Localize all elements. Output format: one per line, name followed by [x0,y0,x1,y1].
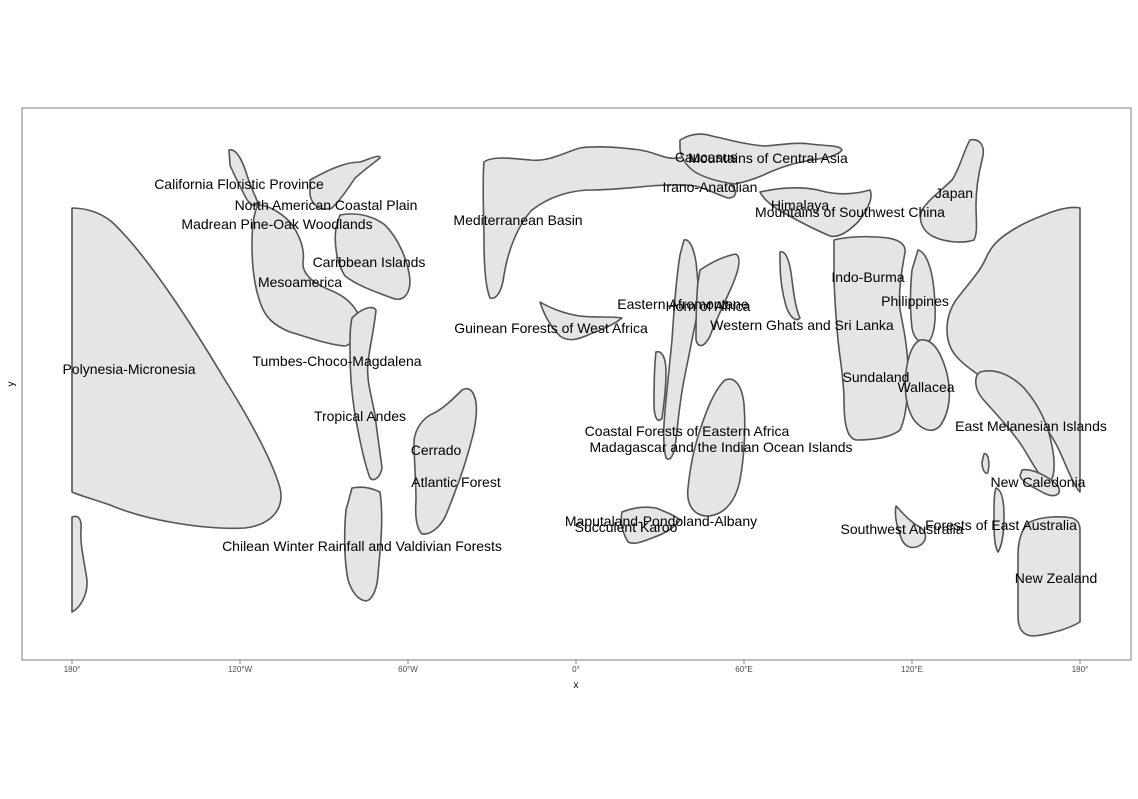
x-tick-label: 120°W [228,665,253,674]
label-indo-burma: Indo-Burma [831,269,904,285]
region-indo-sundaland [833,235,909,441]
label-atlantic-forest: Atlantic Forest [411,474,501,490]
region-pacific-east [946,206,1081,493]
y-axis-title: y [6,382,17,387]
label-guinean: Guinean Forests of West Africa [454,320,648,336]
region-new-zealand [1017,516,1081,637]
region-new-caledonia-small [981,452,990,475]
label-new-caledonia: New Caledonia [991,474,1086,490]
region-himalaya-swchina [759,187,872,238]
x-tick-label: 0° [572,665,580,674]
label-polynesia-micronesia: Polynesia-Micronesia [62,361,195,377]
label-cerrado: Cerrado [411,442,462,458]
x-tick-label: 60°E [735,665,752,674]
region-coastal-east-africa [653,350,667,422]
x-axis-title: x [574,680,579,691]
region-polynesia-micronesia [71,207,282,530]
label-coastal-east-africa: Coastal Forests of Eastern Africa [585,423,790,439]
label-southwest-australia: Southwest Australia [841,521,964,537]
region-madagascar [686,378,746,517]
label-east-melanesian: East Melanesian Islands [955,418,1107,434]
label-eastern-afromontane: Eastern Afromontane [617,296,749,312]
label-himalaya: Himalaya [771,197,830,213]
region-guinean [539,301,623,341]
region-chilean [343,486,383,602]
region-na-coastal-plain [309,155,381,210]
label-succulent-karoo: Succulent Karoo [575,519,678,535]
region-mediterranean [482,145,737,300]
label-east-australia: Forests of East Australia [925,517,1077,533]
region-philippines [909,249,936,344]
x-tick-label: 180° [1072,665,1089,674]
region-wallacea [904,339,951,432]
region-east-australia [993,487,1005,553]
label-sw-china: Mountains of Southwest China [755,204,945,220]
region-horn-of-africa [695,253,740,347]
region-cerrado-atlantic [413,387,478,535]
label-madrean: Madrean Pine-Oak Woodlands [181,216,372,232]
label-california: California Floristic Province [154,176,324,192]
hotspot-regions [71,133,1081,637]
x-tick-label: 60°W [398,665,418,674]
label-horn-of-africa: Horn of Africa [666,298,751,314]
label-caribbean: Caribbean Islands [313,254,426,270]
hotspot-labels: California Floristic Province North Amer… [62,149,1106,586]
x-axis: 180° 120°W 60°W 0° 60°E 120°E 180° x [64,660,1089,691]
label-western-ghats: Western Ghats and Sri Lanka [710,317,894,333]
label-maputaland: Maputaland-Pondoland-Albany [565,513,757,529]
x-tick-label: 120°E [901,665,923,674]
label-chilean: Chilean Winter Rainfall and Valdivian Fo… [222,538,502,554]
region-southwest-australia [894,505,927,549]
x-tick-label: 180° [64,665,81,674]
label-new-zealand: New Zealand [1015,570,1098,586]
label-mesoamerica: Mesoamerica [258,274,342,290]
label-sundaland: Sundaland [843,369,910,385]
region-polynesia-south [71,515,88,613]
region-western-ghats [779,251,801,321]
label-madagascar: Madagascar and the Indian Ocean Islands [589,439,852,455]
region-california [228,149,259,207]
region-caucasus-central-asia [679,133,843,185]
region-tumbes-andes [349,306,383,481]
label-central-asia: Mountains of Central Asia [688,150,848,166]
label-tropical-andes: Tropical Andes [314,408,406,424]
region-maputaland-karoo [620,506,681,545]
region-japan [919,138,985,243]
label-philippines: Philippines [881,293,949,309]
label-tumbes-choco: Tumbes-Choco-Magdalena [252,353,421,369]
label-wallacea: Wallacea [897,379,954,395]
label-mediterranean: Mediterranean Basin [453,212,582,228]
label-caucasus: Caucasus [675,149,737,165]
label-na-coastal-plain: North American Coastal Plain [235,197,418,213]
region-caribbean [334,213,411,300]
label-irano-anatolian: Irano-Anatolian [663,179,758,195]
label-japan: Japan [935,185,973,201]
region-new-caledonia [1019,468,1061,497]
